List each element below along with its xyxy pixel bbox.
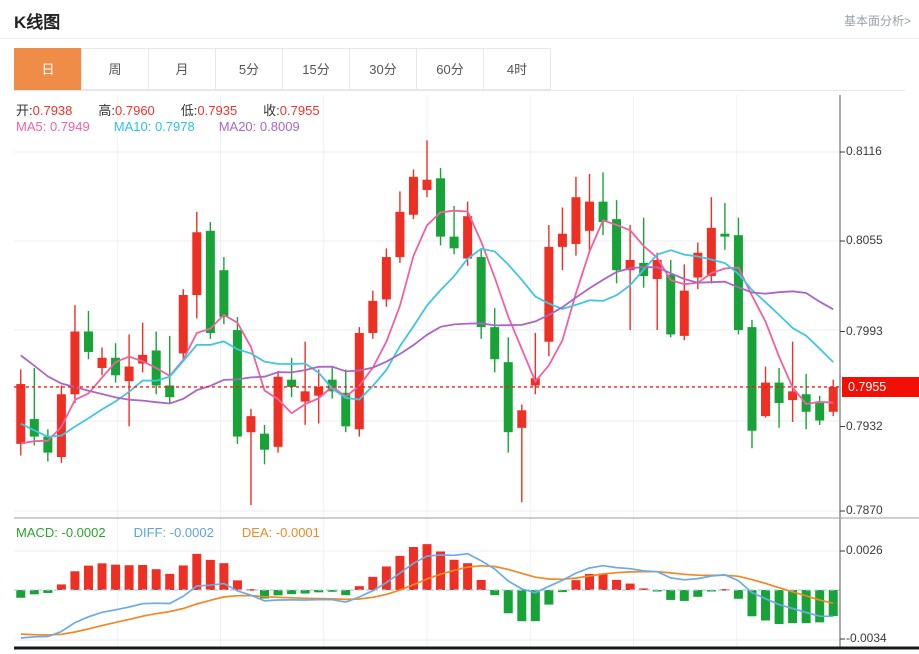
open-label: 开: (16, 103, 33, 118)
close-label: 收: (263, 103, 280, 118)
low-label: 低: (180, 103, 198, 118)
tab-月[interactable]: 月 (148, 48, 216, 90)
price-axis-label: 0.8116 (846, 144, 882, 158)
fundamental-analysis-link[interactable]: 基本面分析> (843, 14, 911, 28)
tab-周[interactable]: 周 (81, 48, 149, 90)
high-value: 0.7960 (115, 103, 155, 118)
dea-label: DEA: (241, 525, 273, 540)
ma10-label: MA10: (113, 119, 152, 134)
price-axis-label: 0.8055 (846, 233, 883, 248)
diff-value: -0.0002 (169, 525, 214, 540)
tab-60分[interactable]: 60分 (416, 48, 484, 90)
title-divider (0, 38, 919, 39)
tab-5分[interactable]: 5分 (215, 48, 283, 90)
tab-15分[interactable]: 15分 (282, 48, 350, 90)
tab-4时[interactable]: 4时 (483, 48, 551, 90)
price-axis-label: 0.7870 (846, 503, 883, 517)
ma5-label: MA5: (16, 119, 47, 134)
dea-value: -0.0001 (275, 525, 320, 540)
open-value: 0.7938 (32, 103, 73, 118)
macd-axis-label: -0.0034 (846, 631, 887, 645)
ma10-value: 0.7978 (154, 119, 195, 134)
current-price-badge: 0.7955 (842, 376, 919, 397)
diff-label: DIFF: (133, 525, 167, 540)
ma5-value: 0.7949 (49, 119, 90, 134)
price-axis-label: 0.7993 (846, 323, 883, 338)
low-value: 0.7935 (197, 103, 238, 118)
macd-value: -0.0002 (61, 525, 106, 540)
macd-legend: MACD: -0.0002 DIFF: -0.0002 DEA: -0.0001 (16, 525, 320, 540)
macd-axis-label: 0.0026 (846, 543, 883, 557)
ma-legend: MA5: 0.7949 MA10: 0.7978 MA20: 0.8009 (16, 119, 300, 134)
close-value: 0.7955 (279, 103, 320, 118)
tab-30分[interactable]: 30分 (349, 48, 417, 90)
ma20-label: MA20: (218, 119, 257, 134)
ohlc-legend: 开:0.7938 高:0.7960 低:0.7935 收:0.7955 (16, 100, 346, 119)
high-label: 高: (98, 103, 116, 118)
price-axis-label: 0.7932 (846, 418, 883, 433)
macd-label: MACD: (16, 525, 58, 540)
ma20-value: 0.8009 (259, 119, 300, 134)
period-tabbar: 日周月 5分 15分 30分 60分 4时 (14, 48, 905, 91)
page-title: K线图 (14, 13, 61, 32)
tab-日[interactable]: 日 (14, 48, 82, 90)
